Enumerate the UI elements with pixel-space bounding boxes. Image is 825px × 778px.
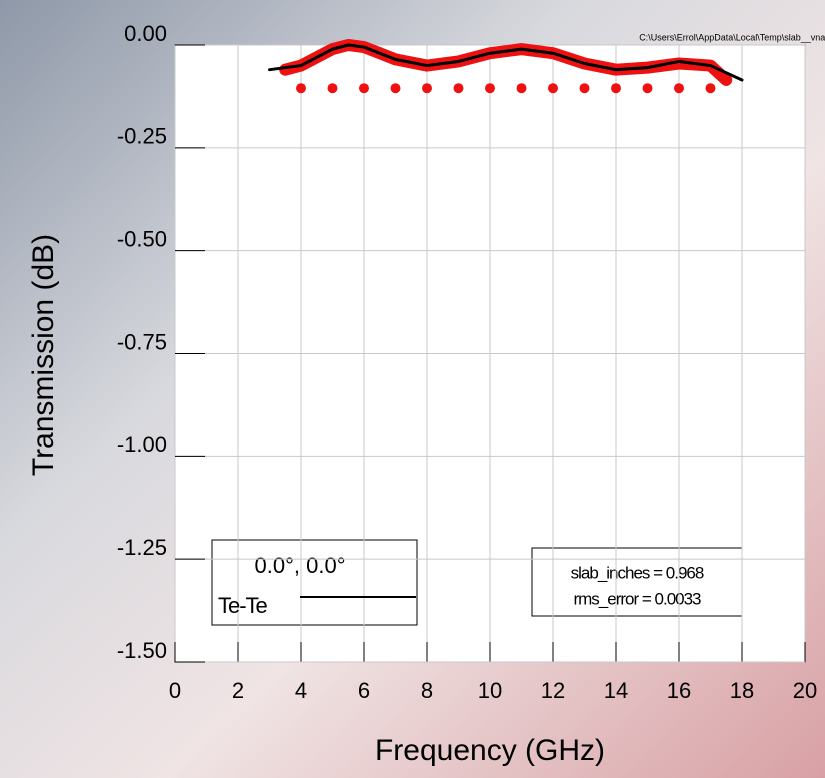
data-point bbox=[485, 83, 495, 94]
annotation: rms_error = 0.0033 bbox=[573, 589, 701, 608]
y-tick-label: -0.25 bbox=[117, 124, 167, 149]
x-tick-label: 12 bbox=[541, 678, 565, 703]
y-tick-label: -1.25 bbox=[117, 535, 167, 560]
annotation: slab_inches = 0.968 bbox=[571, 563, 704, 582]
data-point bbox=[579, 83, 590, 94]
data-point bbox=[390, 83, 401, 94]
data-point bbox=[327, 83, 338, 94]
legend-title: 0.0°, 0.0° bbox=[255, 553, 346, 578]
data-point bbox=[642, 83, 653, 94]
x-tick-label: 4 bbox=[295, 678, 307, 703]
x-tick-label: 8 bbox=[421, 678, 433, 703]
data-point bbox=[611, 83, 621, 94]
x-tick-label: 10 bbox=[478, 678, 502, 703]
data-point bbox=[422, 83, 432, 94]
x-axis-title: Frequency (GHz) bbox=[375, 734, 605, 767]
fit-line bbox=[268, 43, 744, 82]
y-tick-label: -0.75 bbox=[117, 329, 167, 354]
data-point bbox=[453, 83, 464, 94]
data-point bbox=[296, 83, 306, 94]
legend-label: Te-Te bbox=[218, 593, 268, 618]
data-point bbox=[359, 83, 369, 94]
x-tick-label: 16 bbox=[667, 678, 691, 703]
x-tick-label: 2 bbox=[232, 678, 244, 703]
x-tick-label: 6 bbox=[358, 678, 370, 703]
x-tick-label: 0 bbox=[169, 678, 181, 703]
x-tick-label: 18 bbox=[730, 678, 754, 703]
x-tick-label: 20 bbox=[793, 678, 817, 703]
legend-box bbox=[211, 539, 418, 626]
x-tick-label: 14 bbox=[604, 678, 628, 703]
y-tick-label: 0.00 bbox=[124, 21, 167, 46]
data-point bbox=[548, 83, 558, 94]
y-tick-label: -1.00 bbox=[117, 432, 167, 457]
y-tick-label: -0.50 bbox=[117, 226, 167, 251]
file-label: C:\Users\Errol\AppData\Local\Temp\slab__… bbox=[639, 32, 825, 42]
data-point bbox=[516, 83, 527, 94]
data-point bbox=[674, 83, 684, 94]
y-tick-label: -1.50 bbox=[117, 638, 167, 663]
data-point bbox=[705, 83, 716, 94]
y-axis-title: Transmission (dB) bbox=[27, 234, 60, 476]
